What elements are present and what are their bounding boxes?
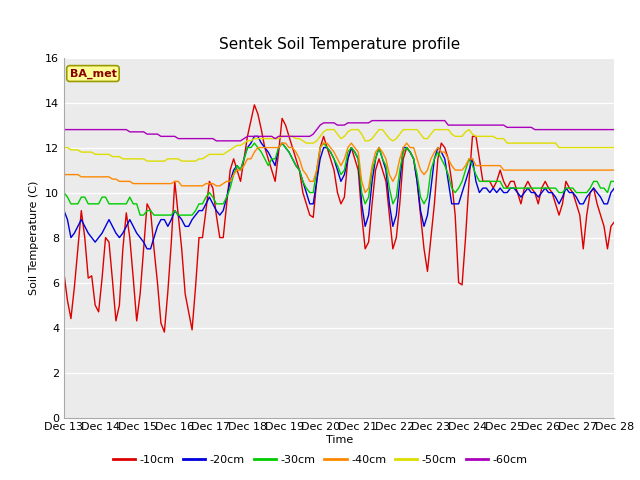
-50cm	[372, 131, 380, 137]
-50cm	[220, 152, 227, 157]
-20cm	[611, 185, 618, 191]
-10cm	[424, 268, 431, 274]
Line: -10cm: -10cm	[64, 105, 614, 332]
-30cm	[517, 185, 525, 191]
-60cm	[171, 133, 179, 139]
-40cm	[372, 149, 380, 155]
-50cm	[424, 136, 431, 142]
-50cm	[143, 158, 151, 164]
-60cm	[372, 118, 380, 123]
-30cm	[174, 212, 182, 218]
-20cm	[590, 185, 598, 191]
Line: -20cm: -20cm	[64, 136, 614, 249]
-40cm	[60, 172, 68, 178]
-20cm	[424, 212, 431, 218]
-60cm	[212, 138, 220, 144]
-40cm	[611, 167, 618, 173]
-60cm	[60, 127, 68, 132]
-40cm	[517, 167, 525, 173]
-10cm	[174, 212, 182, 218]
-40cm	[590, 167, 598, 173]
X-axis label: Time: Time	[326, 435, 353, 445]
-10cm	[161, 329, 168, 335]
Text: BA_met: BA_met	[70, 68, 116, 79]
Line: -60cm: -60cm	[64, 120, 614, 141]
-20cm	[517, 194, 525, 200]
-30cm	[611, 179, 618, 184]
-20cm	[60, 208, 68, 214]
-30cm	[424, 194, 431, 200]
-60cm	[220, 138, 227, 144]
-20cm	[174, 212, 182, 218]
-60cm	[368, 118, 376, 123]
-30cm	[372, 156, 380, 162]
-30cm	[60, 190, 68, 195]
-30cm	[590, 179, 598, 184]
-60cm	[590, 127, 598, 132]
-30cm	[250, 140, 258, 146]
-50cm	[517, 140, 525, 146]
Line: -30cm: -30cm	[64, 143, 614, 215]
-30cm	[136, 212, 144, 218]
-20cm	[250, 133, 258, 139]
-10cm	[611, 219, 618, 225]
-10cm	[60, 271, 68, 276]
-20cm	[143, 246, 151, 252]
-30cm	[220, 201, 227, 207]
-50cm	[590, 145, 598, 151]
Title: Sentek Soil Temperature profile: Sentek Soil Temperature profile	[219, 37, 460, 52]
-60cm	[517, 124, 525, 130]
-20cm	[372, 156, 380, 162]
-50cm	[323, 127, 331, 132]
-40cm	[424, 167, 431, 173]
-50cm	[60, 145, 68, 151]
Legend: -10cm, -20cm, -30cm, -40cm, -50cm, -60cm: -10cm, -20cm, -30cm, -40cm, -50cm, -60cm	[108, 451, 532, 469]
-20cm	[220, 208, 227, 214]
Line: -50cm: -50cm	[64, 130, 614, 161]
-10cm	[220, 235, 227, 240]
-40cm	[362, 190, 369, 195]
-50cm	[174, 156, 182, 162]
-40cm	[278, 140, 286, 146]
-60cm	[611, 127, 618, 132]
-60cm	[424, 118, 431, 123]
-40cm	[216, 183, 223, 189]
-10cm	[250, 102, 258, 108]
-50cm	[611, 145, 618, 151]
-10cm	[372, 167, 380, 173]
Line: -40cm: -40cm	[64, 143, 614, 192]
Y-axis label: Soil Temperature (C): Soil Temperature (C)	[29, 180, 40, 295]
-40cm	[171, 179, 179, 184]
-10cm	[517, 201, 525, 207]
-10cm	[590, 185, 598, 191]
